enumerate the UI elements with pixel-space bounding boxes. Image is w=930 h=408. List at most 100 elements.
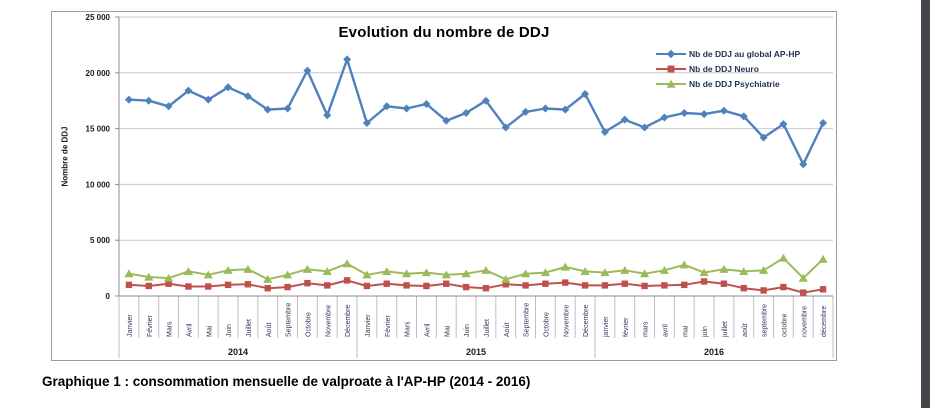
legend-square-marker-icon (656, 65, 686, 72)
data-point-marker (282, 270, 293, 279)
data-point-marker (362, 119, 371, 128)
data-point-marker (560, 262, 570, 271)
chart-container: 0 5 000 10 000 15 000 20 000 25 000 Janvier Fév… (51, 11, 837, 361)
data-point-marker (145, 282, 152, 290)
data-point-marker (164, 102, 173, 111)
month-label: mars (643, 321, 650, 337)
scrollbar[interactable] (921, 0, 930, 408)
data-point-marker (302, 264, 313, 273)
data-point-marker (759, 133, 768, 142)
data-point-marker (244, 281, 252, 288)
data-point-marker (304, 279, 311, 287)
data-point-marker (323, 111, 332, 120)
data-point-marker (760, 287, 767, 294)
legend-item-psychiatrie: Nb de DDJ Psychiatrie (656, 76, 800, 91)
data-point-marker (699, 268, 709, 277)
data-point-marker (819, 286, 827, 293)
data-point-marker (661, 282, 668, 289)
data-point-marker (620, 115, 629, 124)
y-tick-label: 0 (106, 292, 111, 301)
y-tick-label: 15 000 (86, 125, 111, 134)
legend-item-neuro: Nb de DDJ Neuro (656, 61, 800, 76)
data-point-marker (601, 282, 609, 289)
month-label: juin (702, 326, 709, 338)
data-point-marker (284, 283, 291, 291)
data-point-marker (700, 278, 708, 285)
data-point-marker (144, 96, 153, 105)
data-point-marker (423, 282, 430, 290)
data-point-marker (620, 266, 630, 274)
data-point-marker (383, 280, 390, 287)
data-point-marker (639, 269, 650, 278)
month-label: Juin (226, 324, 233, 337)
month-label: août (742, 323, 749, 337)
data-point-marker (739, 112, 748, 121)
data-point-marker (542, 280, 549, 287)
month-label: Septembre (524, 303, 531, 337)
y-tick-label: 20 000 (86, 69, 111, 78)
data-point-marker (600, 127, 609, 136)
data-point-marker (382, 102, 391, 111)
data-point-marker (541, 104, 550, 113)
data-point-marker (800, 289, 807, 296)
data-point-marker (185, 283, 192, 290)
data-point-marker (402, 104, 411, 113)
legend-diamond-marker-icon (656, 49, 686, 58)
data-point-marker (324, 282, 331, 289)
month-label: Août (266, 323, 273, 337)
data-point-marker (521, 107, 530, 116)
data-point-marker (640, 123, 649, 132)
month-label: Juillet (246, 319, 253, 337)
legend-triangle-marker-icon (656, 79, 686, 88)
data-point-marker (422, 100, 431, 109)
data-point-marker (758, 266, 769, 274)
data-point-marker (243, 264, 253, 273)
data-point-marker (739, 267, 749, 276)
data-point-marker (798, 273, 808, 282)
month-label: Décembre (583, 305, 590, 337)
chart-plot: 0 5 000 10 000 15 000 20 000 25 000 Janvier Fév… (86, 13, 834, 358)
data-point-marker (421, 268, 432, 277)
data-point-marker (778, 253, 789, 262)
data-point-marker (124, 95, 133, 104)
data-point-marker (224, 281, 232, 289)
data-point-marker (303, 66, 312, 75)
data-point-marker (283, 104, 292, 113)
month-label: février (623, 317, 630, 337)
month-label: Mars (167, 321, 174, 337)
month-label: Novembre (563, 305, 570, 337)
month-label: Octobre (543, 312, 550, 337)
data-point-marker (362, 270, 372, 279)
data-point-marker (403, 282, 410, 289)
data-point-marker (163, 273, 174, 282)
data-point-marker (263, 105, 272, 114)
y-tick-label: 5 000 (90, 236, 111, 245)
data-point-marker (680, 108, 689, 117)
month-label: septembre (762, 304, 769, 337)
data-point-marker (224, 83, 233, 92)
data-point-marker (322, 267, 332, 276)
legend-label-psychiatrie: Nb de DDJ Psychiatrie (689, 78, 780, 89)
y-tick-label: 10 000 (86, 180, 111, 189)
month-label: Octobre (305, 312, 312, 337)
figure-caption: Graphique 1 : consommation mensuelle de … (42, 374, 531, 389)
year-label: 2016 (704, 347, 724, 357)
data-point-marker (580, 267, 590, 276)
data-point-marker (600, 268, 610, 277)
data-point-marker (740, 284, 747, 292)
data-point-marker (621, 280, 628, 287)
data-point-marker (561, 105, 570, 114)
month-label: Avril (424, 323, 431, 337)
data-point-marker (204, 95, 213, 104)
data-point-marker (461, 269, 471, 278)
chart-title: Evolution du nombre de DDJ (338, 24, 550, 41)
data-point-marker (482, 284, 490, 292)
month-label: Mai (444, 325, 451, 337)
data-point-marker (165, 280, 172, 287)
data-point-marker (481, 266, 491, 274)
data-point-marker (581, 90, 590, 99)
data-point-marker (183, 267, 194, 276)
data-point-marker (124, 269, 134, 278)
data-point-marker (243, 92, 252, 101)
y-tick-label: 25 000 (86, 13, 111, 22)
